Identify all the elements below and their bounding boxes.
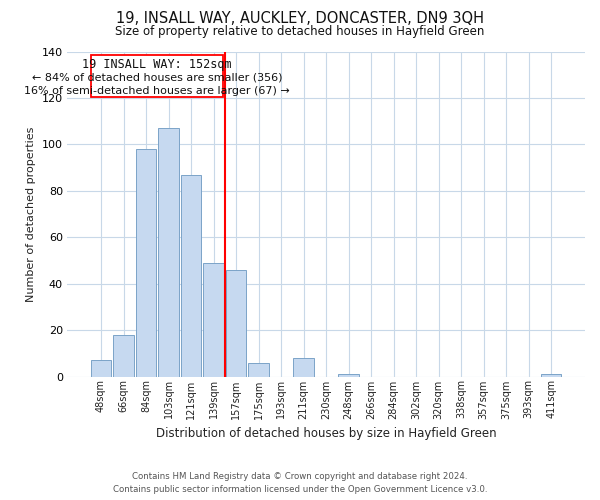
Text: ← 84% of detached houses are smaller (356): ← 84% of detached houses are smaller (35… — [32, 72, 283, 83]
Bar — [113, 334, 134, 376]
Text: Size of property relative to detached houses in Hayfield Green: Size of property relative to detached ho… — [115, 25, 485, 38]
Bar — [91, 360, 112, 376]
Text: 16% of semi-detached houses are larger (67) →: 16% of semi-detached houses are larger (… — [24, 86, 290, 97]
Text: 19, INSALL WAY, AUCKLEY, DONCASTER, DN9 3QH: 19, INSALL WAY, AUCKLEY, DONCASTER, DN9 … — [116, 11, 484, 26]
Bar — [541, 374, 562, 376]
Bar — [136, 149, 157, 376]
Bar — [158, 128, 179, 376]
Bar — [248, 362, 269, 376]
Bar — [338, 374, 359, 376]
Text: 19 INSALL WAY: 152sqm: 19 INSALL WAY: 152sqm — [82, 58, 232, 71]
FancyBboxPatch shape — [91, 55, 223, 97]
Bar — [226, 270, 247, 376]
Bar — [203, 263, 224, 376]
Y-axis label: Number of detached properties: Number of detached properties — [26, 126, 36, 302]
Bar — [293, 358, 314, 376]
Bar — [181, 174, 202, 376]
Text: Contains HM Land Registry data © Crown copyright and database right 2024.
Contai: Contains HM Land Registry data © Crown c… — [113, 472, 487, 494]
X-axis label: Distribution of detached houses by size in Hayfield Green: Distribution of detached houses by size … — [156, 427, 496, 440]
